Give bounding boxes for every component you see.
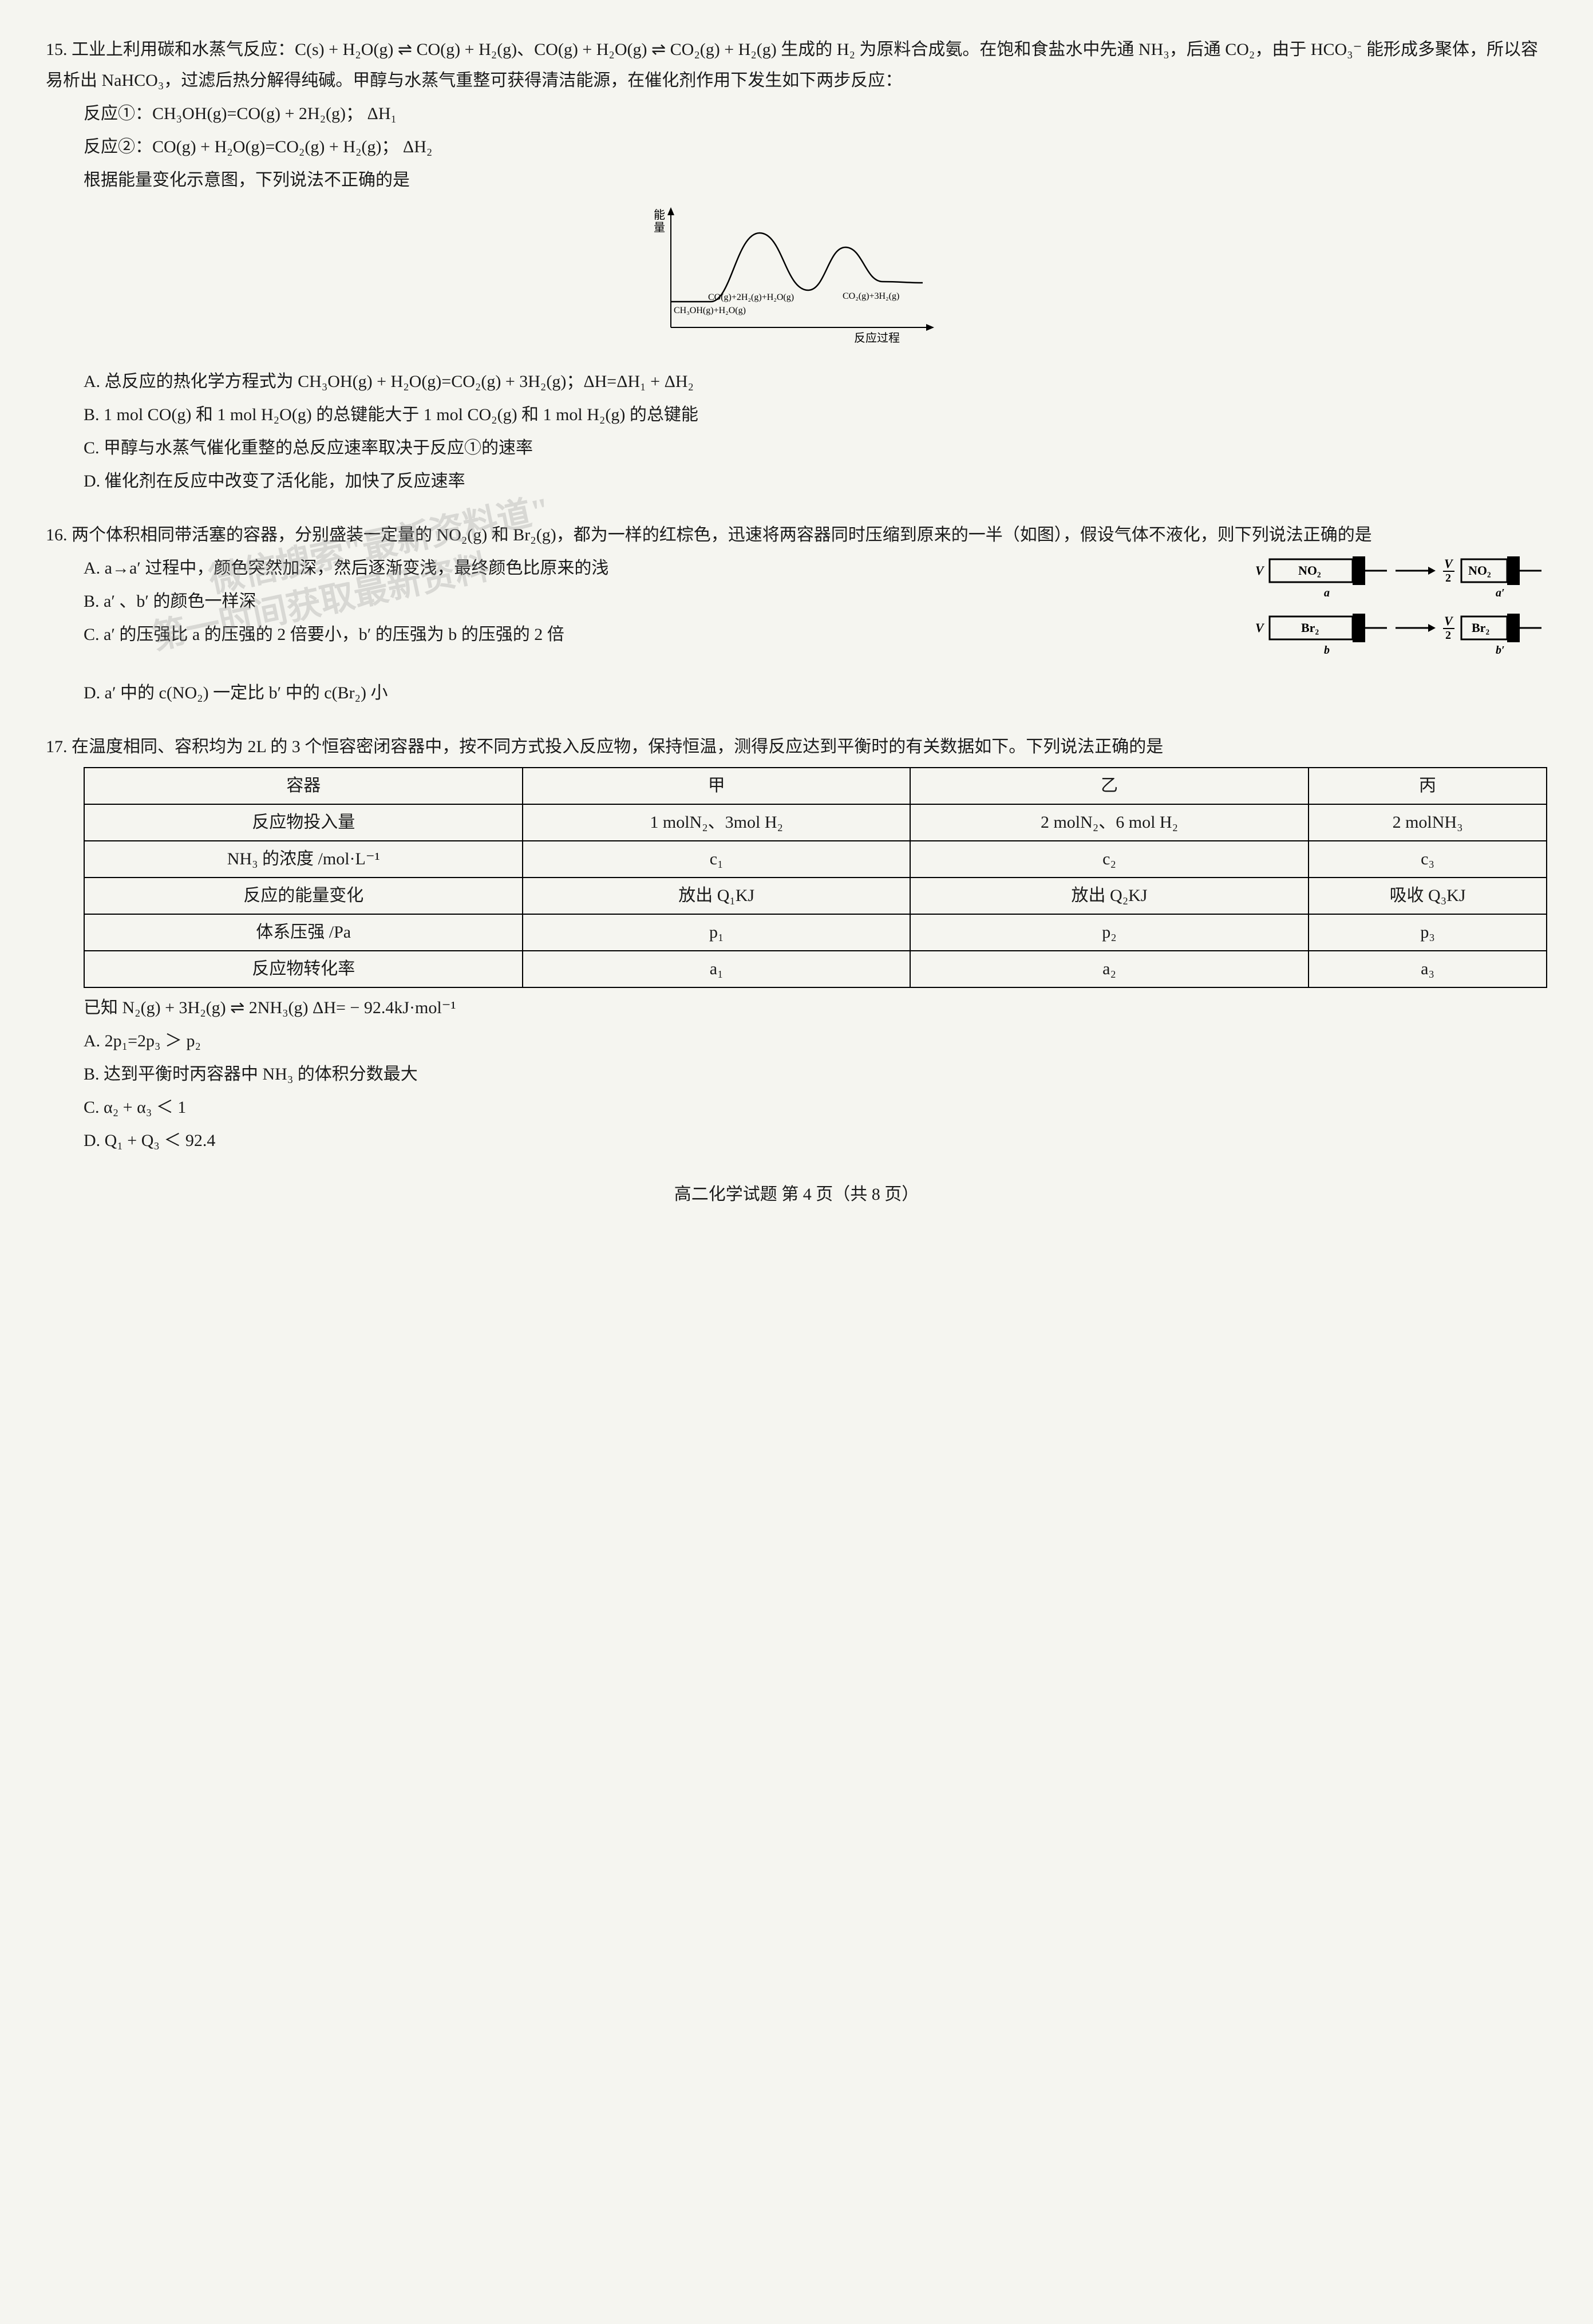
q15-options: A. 总反应的热化学方程式为 CH₃OH(g) + H₂O(g)=CO₂(g) … (46, 366, 1547, 497)
q16-opt-a: A. a→a′ 过程中，颜色突然加深，然后逐渐变浅，最终颜色比原来的浅 (46, 553, 1238, 584)
q15-intro: 工业上利用碳和水蒸气反应：C(s) + H₂O(g) ⇌ CO(g) + H₂(… (46, 40, 1538, 90)
q17-opt-d: D. Q₁ + Q₃ ＜ 92.4 (84, 1125, 1547, 1156)
q16-opt-c: C. a′ 的压强比 a 的压强的 2 倍要小，b′ 的压强为 b 的压强的 2… (46, 619, 1238, 650)
svg-text:V: V (1255, 563, 1265, 578)
svg-text:a: a (1324, 587, 1330, 599)
svg-text:V: V (1444, 614, 1454, 628)
q15-stem: 根据能量变化示意图，下列说法不正确的是 (46, 165, 1547, 196)
q17-number: 17. (46, 737, 68, 756)
q17-intro: 在温度相同、容积均为 2L 的 3 个恒容密闭容器中，按不同方式投入反应物，保持… (72, 737, 1163, 756)
q15-opt-d: D. 催化剂在反应中改变了活化能，加快了反应速率 (84, 466, 1547, 497)
diagram-label-end: CO₂(g)+3H₂(g) (843, 291, 899, 301)
diagram-label-mid: CO(g)+2H₂(g)+H₂O(g) (708, 293, 794, 302)
q15-number: 15. (46, 40, 68, 59)
q16-cylinder-diagram: V NO₂ V 2 NO₂ a a′ V (1250, 551, 1547, 675)
svg-text:Br₂: Br₂ (1472, 620, 1489, 635)
svg-text:反应过程: 反应过程 (854, 331, 900, 345)
svg-text:2: 2 (1445, 629, 1451, 642)
question-16: 微信搜索"最新资料道" 第一时间获取最新资料 16. 两个体积相同带活塞的容器，… (46, 520, 1547, 709)
table-header: 乙 (910, 768, 1309, 804)
q15-energy-diagram: 能 量 CO(g)+2H₂(g)+H₂O(g) CO₂(g)+3H₂(g) CH… (46, 201, 1547, 361)
question-17: 17. 在温度相同、容积均为 2L 的 3 个恒容密闭容器中，按不同方式投入反应… (46, 732, 1547, 1156)
q15-opt-c: C. 甲醇与水蒸气催化重整的总反应速率取决于反应①的速率 (84, 433, 1547, 464)
table-row: 体系压强 /Pa p₁ p₂ p₃ (84, 914, 1547, 951)
q15-reaction-1: 反应①：CH₃OH(g)=CO(g) + 2H₂(g)； ΔH₁ (46, 98, 1547, 129)
q17-table: 容器 甲 乙 丙 反应物投入量 1 molN₂、3mol H₂ 2 molN₂、… (84, 767, 1547, 988)
q17-opt-c: C. α₂ + α₃ ＜ 1 (84, 1092, 1547, 1123)
table-row: 反应物转化率 a₁ a₂ a₃ (84, 951, 1547, 987)
diagram-label-low: CH₃OH(g)+H₂O(g) (674, 306, 746, 315)
q17-opt-a: A. 2p₁=2p₃ ＞ p₂ (84, 1026, 1547, 1057)
q16-opt-b: B. a′ 、b′ 的颜色一样深 (46, 586, 1238, 617)
q17-known: 已知 N₂(g) + 3H₂(g) ⇌ 2NH₃(g) ΔH= − 92.4kJ… (46, 993, 1547, 1023)
table-row: 反应的能量变化 放出 Q₁KJ 放出 Q₂KJ 吸收 Q₃KJ (84, 878, 1547, 914)
q17-opt-b: B. 达到平衡时丙容器中 NH₃ 的体积分数最大 (84, 1059, 1547, 1090)
svg-text:V: V (1444, 556, 1454, 571)
table-row: NH₃ 的浓度 /mol·L⁻¹ c₁ c₂ c₃ (84, 841, 1547, 878)
svg-text:b: b (1324, 644, 1330, 657)
svg-text:NO₂: NO₂ (1468, 563, 1491, 578)
svg-text:V: V (1255, 620, 1265, 635)
table-header: 甲 (523, 768, 910, 804)
svg-text:NO₂: NO₂ (1298, 563, 1321, 578)
question-15: 15. 工业上利用碳和水蒸气反应：C(s) + H₂O(g) ⇌ CO(g) +… (46, 34, 1547, 497)
svg-text:能: 能 (654, 208, 665, 222)
svg-text:b′: b′ (1496, 644, 1505, 657)
q15-reaction-2: 反应②：CO(g) + H₂O(g)=CO₂(g) + H₂(g)； ΔH₂ (46, 132, 1547, 163)
q16-number: 16. (46, 525, 68, 544)
svg-text:量: 量 (654, 222, 665, 234)
page-footer: 高二化学试题 第 4 页（共 8 页） (46, 1179, 1547, 1210)
q15-opt-b: B. 1 mol CO(g) 和 1 mol H₂O(g) 的总键能大于 1 m… (84, 400, 1547, 430)
q15-opt-a: A. 总反应的热化学方程式为 CH₃OH(g) + H₂O(g)=CO₂(g) … (84, 366, 1547, 397)
table-row: 容器 甲 乙 丙 (84, 768, 1547, 804)
table-header: 容器 (84, 768, 523, 804)
svg-text:2: 2 (1445, 572, 1451, 584)
table-row: 反应物投入量 1 molN₂、3mol H₂ 2 molN₂、6 mol H₂ … (84, 804, 1547, 841)
table-header: 丙 (1309, 768, 1547, 804)
q16-opt-d: D. a′ 中的 c(NO₂) 一定比 b′ 中的 c(Br₂) 小 (46, 678, 1547, 709)
q16-intro: 两个体积相同带活塞的容器，分别盛装一定量的 NO₂(g) 和 Br₂(g)，都为… (72, 525, 1372, 544)
svg-text:Br₂: Br₂ (1301, 620, 1319, 635)
svg-text:a′: a′ (1496, 587, 1505, 599)
